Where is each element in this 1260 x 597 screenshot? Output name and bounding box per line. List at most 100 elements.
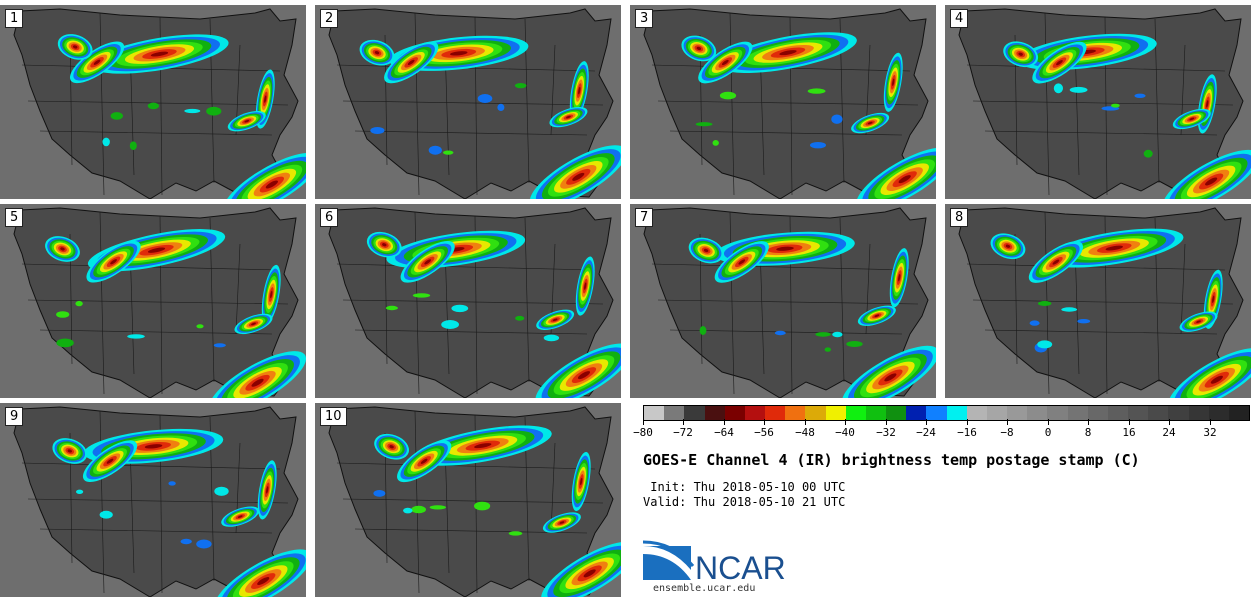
colorbar-swatch (765, 406, 786, 420)
colorbar-tick (805, 419, 806, 425)
colorbar-swatch (865, 406, 887, 420)
cloud-cluster (681, 35, 717, 62)
convective-cell (441, 320, 459, 329)
colorbar-swatch (1027, 406, 1048, 420)
convective-cell (411, 505, 426, 514)
cloud-cluster (1032, 41, 1087, 84)
convective-cell (110, 112, 124, 120)
cloud-cluster (257, 460, 277, 520)
colorbar-tick-label: −56 (754, 426, 774, 439)
convective-cell (824, 347, 831, 352)
state-border (27, 100, 289, 106)
convective-cell (56, 338, 74, 348)
colorbar-tick-label: −64 (714, 426, 734, 439)
ncar-url: ensemble.ucar.edu (653, 583, 756, 594)
cloud-cluster (841, 345, 936, 398)
map-view (630, 204, 936, 398)
colorbar-swatch (1128, 406, 1149, 420)
member-label: 3 (635, 9, 654, 28)
cloud-cluster (688, 237, 724, 264)
map-view (945, 204, 1251, 398)
member-label: 1 (5, 9, 24, 28)
map-view (315, 204, 621, 398)
convective-cell (846, 341, 863, 347)
cloud-cluster (223, 152, 306, 199)
plot-title: GOES-E Channel 4 (IR) brightness temp po… (643, 451, 1140, 469)
cloud-cluster (883, 52, 903, 112)
colorbar-swatch (1107, 406, 1129, 420)
state-border (342, 299, 604, 305)
colorbar-tick-label: −32 (876, 426, 896, 439)
convective-cell (1029, 320, 1040, 326)
state-border (414, 410, 420, 594)
cloud-cluster (45, 236, 80, 262)
colorbar-swatch (684, 406, 705, 420)
colorbar-ticks: −80 −72 −64 −56 −48 −40 −32 −24 −16 −8 0 8 16 24 32 (633, 419, 1250, 439)
member-label: 10 (320, 407, 347, 426)
member-label: 8 (950, 208, 969, 227)
member-panel-9: 9 (0, 403, 306, 597)
state-border (27, 299, 289, 305)
colorbar-swatch (825, 406, 846, 420)
convective-cell (102, 137, 110, 147)
cloud-cluster (535, 343, 621, 398)
state-border (342, 498, 604, 504)
cloud-cluster (990, 233, 1026, 260)
cloud-cluster (541, 541, 621, 597)
convective-cell (196, 539, 212, 549)
convective-cell (810, 142, 826, 149)
colorbar-tick-label: −24 (916, 426, 936, 439)
colorbar-swatch (724, 406, 745, 420)
convective-cell (206, 106, 222, 116)
convective-cell (127, 334, 145, 339)
colorbar-swatch (1168, 406, 1189, 420)
colorbar-tick-label: −80 (633, 426, 653, 439)
member-label: 9 (5, 407, 24, 426)
convective-cell (1143, 149, 1153, 158)
cloud-cluster (1179, 311, 1218, 332)
state-border (21, 462, 281, 470)
colorbar (643, 405, 1250, 421)
convective-cell (712, 140, 719, 146)
cloud-cluster (400, 241, 455, 283)
colorbar-swatch (946, 406, 967, 420)
member-label: 4 (950, 9, 969, 28)
member-panel-6: 6 (315, 204, 621, 398)
cloud-cluster (384, 41, 439, 84)
convective-cell (807, 88, 826, 94)
convective-cell (1053, 83, 1063, 94)
convective-cell (129, 141, 137, 150)
cloud-cluster (569, 61, 589, 121)
colorbar-tick (1048, 419, 1049, 425)
convective-cell (180, 538, 192, 545)
colorbar-tick-label: −40 (835, 426, 855, 439)
cloud-cluster (90, 34, 229, 74)
cloud-cluster (719, 32, 857, 73)
convective-cell (428, 145, 442, 155)
state-border (729, 211, 735, 395)
colorbar-tick-label: −72 (673, 426, 693, 439)
state-border (524, 217, 530, 383)
convective-cell (168, 481, 176, 486)
member-panel-7: 7 (630, 204, 936, 398)
cloud-cluster (57, 34, 93, 60)
cloud-cluster (571, 451, 591, 512)
cloud-cluster (227, 111, 266, 132)
cloud-cluster (1172, 108, 1211, 130)
colorbar-swatch (664, 406, 685, 420)
colorbar-tick (643, 419, 644, 425)
cloud-cluster (82, 440, 138, 483)
colorbar-swatch (1208, 406, 1229, 420)
cloud-cluster (851, 112, 890, 134)
cloud-cluster (542, 512, 581, 533)
state-border (27, 498, 289, 504)
colorbar-tick (1088, 419, 1089, 425)
colorbar-tick (1169, 419, 1170, 425)
colorbar-tick (724, 419, 725, 425)
colorbar-swatch (906, 406, 927, 420)
cloud-cluster (889, 248, 909, 308)
state-border (1180, 243, 1186, 335)
convective-cell (515, 315, 525, 321)
convective-cell (370, 127, 385, 134)
convective-cell (1038, 301, 1052, 306)
